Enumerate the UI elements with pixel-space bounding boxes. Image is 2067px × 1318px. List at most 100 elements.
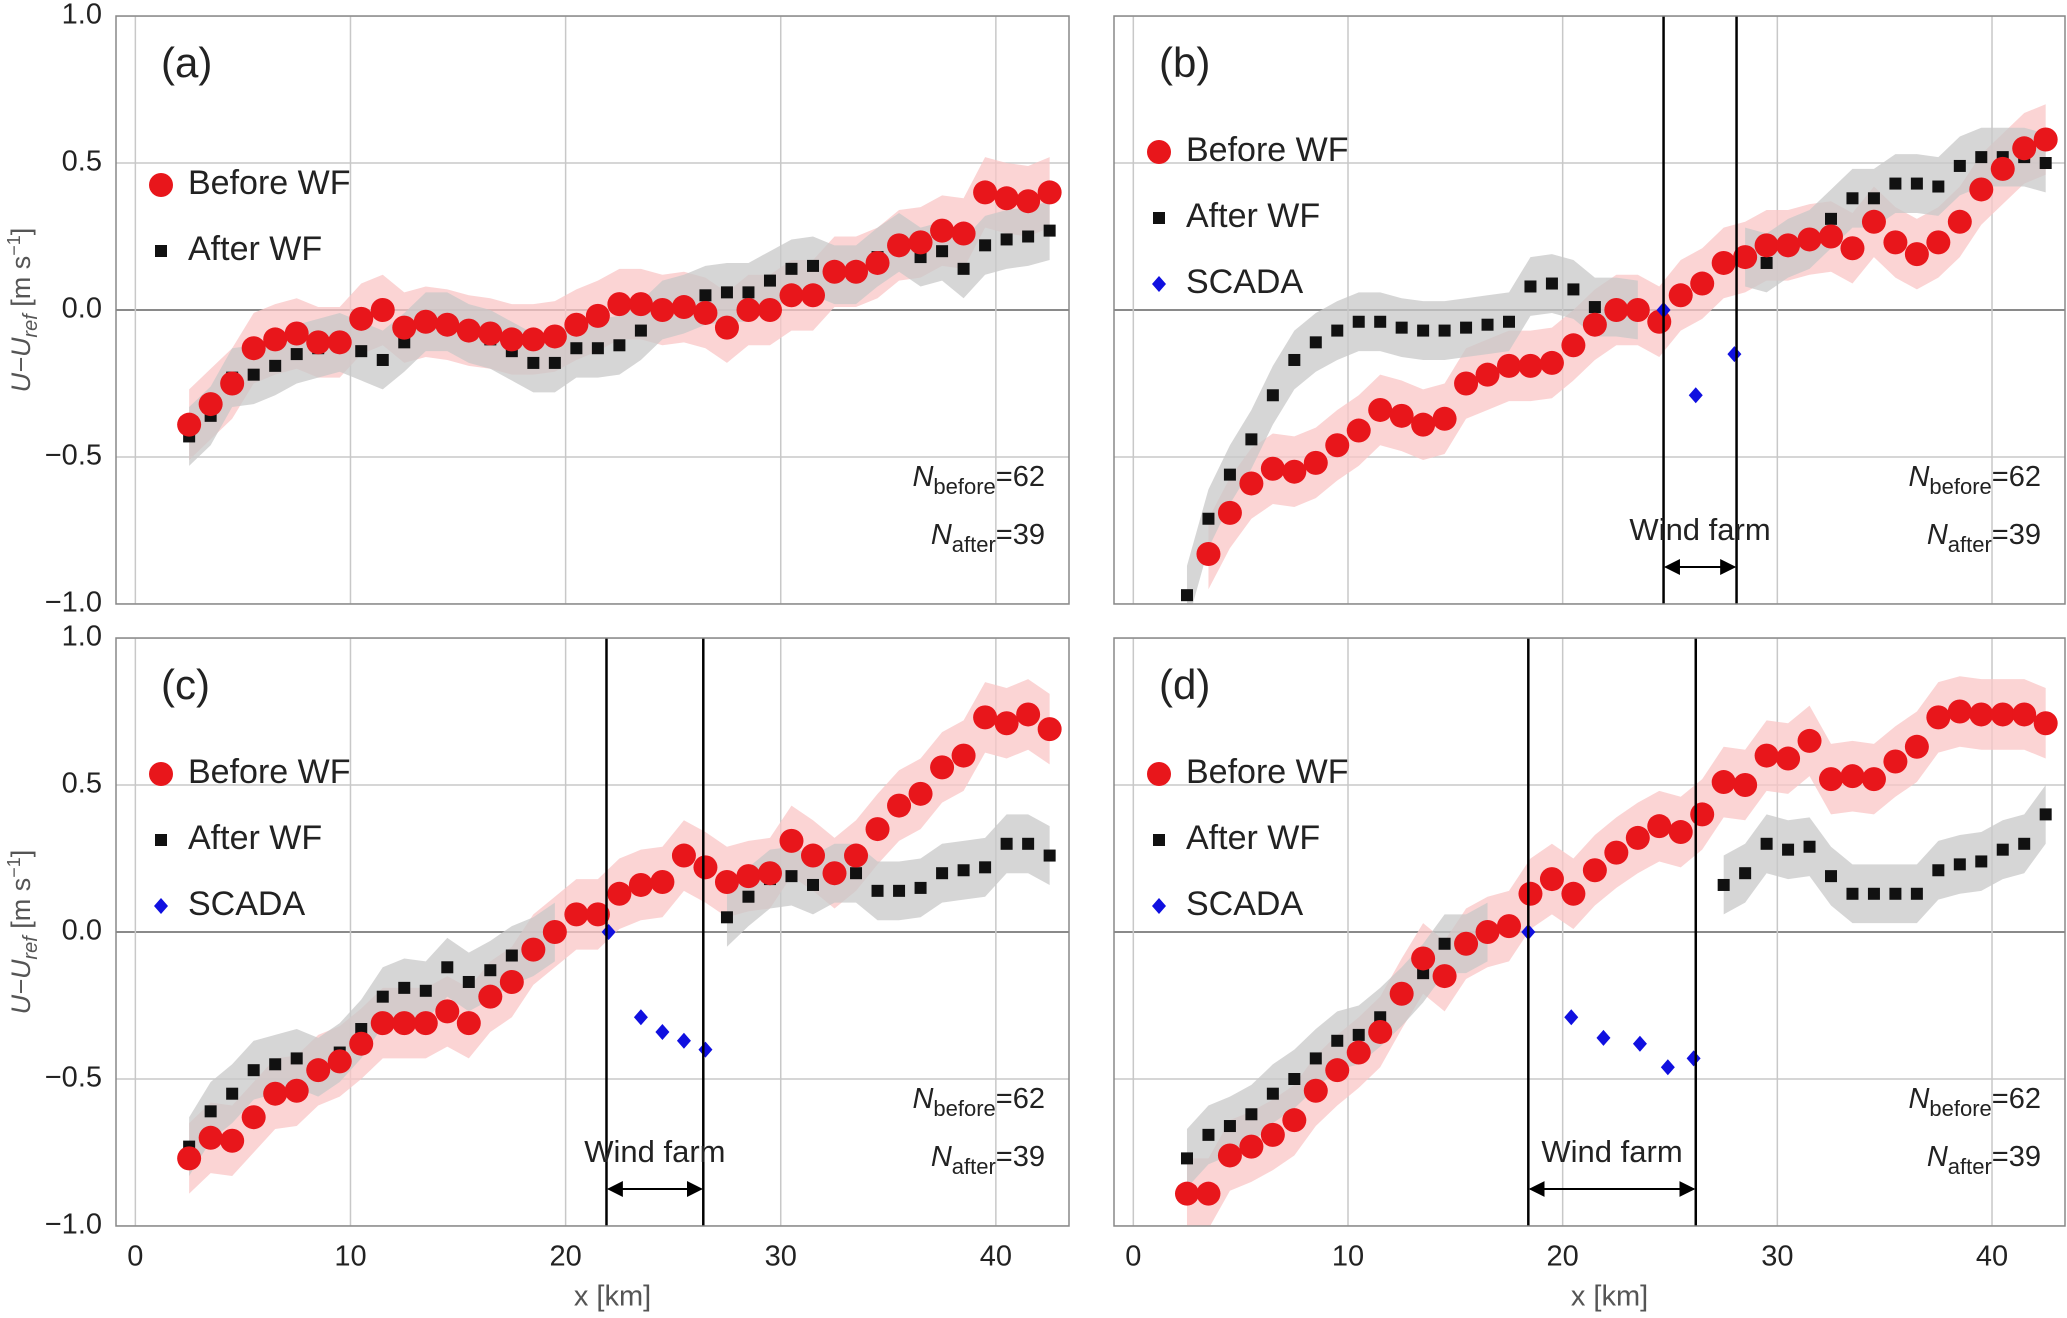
marker-square [376, 990, 389, 1003]
marker-square [155, 245, 167, 257]
y-tick-label: −1.0 [45, 587, 102, 619]
legend-label: Before WF [188, 753, 350, 791]
marker-square [1245, 433, 1258, 446]
marker-circle [1239, 471, 1264, 496]
marker-circle [1303, 1078, 1328, 1103]
marker-circle [370, 298, 395, 322]
marker-square [1867, 192, 1880, 205]
legend-label: After WF [188, 819, 322, 857]
marker-circle [1797, 227, 1822, 252]
marker-circle [1561, 333, 1586, 358]
count-symbol: N [1908, 1083, 1929, 1115]
count-subscript: before [933, 474, 995, 499]
marker-circle [1368, 397, 1393, 422]
marker-square [1825, 212, 1838, 225]
marker-circle [887, 233, 912, 258]
marker-circle [908, 781, 933, 806]
sample-count: Nafter=39 [931, 1141, 1045, 1179]
x-tick-label: 40 [980, 1241, 1012, 1273]
marker-circle [1496, 353, 1521, 378]
marker-square [1889, 887, 1902, 900]
marker-square [398, 981, 411, 994]
marker-square [290, 348, 303, 361]
marker-square [1000, 233, 1013, 246]
marker-circle [1518, 353, 1543, 378]
marker-circle [349, 306, 374, 331]
marker-circle [198, 1125, 223, 1150]
marker-square [893, 884, 906, 897]
x-axis-label: x [km] [1571, 1281, 1648, 1313]
marker-square [785, 262, 798, 275]
marker-circle [1754, 233, 1779, 258]
marker-circle [220, 1128, 245, 1153]
panel: −1.0 −0.5 0.0 0.5 1.0 (a) Before WF After WF Nbe… [4, 0, 1070, 619]
marker-circle [844, 843, 869, 868]
count-symbol: N [912, 1083, 933, 1115]
marker-square [1374, 1011, 1387, 1024]
marker-circle [284, 1078, 309, 1103]
marker-circle [1711, 770, 1736, 795]
marker-diamond [633, 1009, 648, 1026]
marker-circle [263, 327, 288, 352]
legend-label: After WF [1186, 197, 1320, 235]
marker-square [763, 274, 776, 287]
marker-circle [757, 298, 782, 322]
marker-square [1825, 870, 1838, 883]
wind-farm-label: Wind farm [584, 1134, 725, 1169]
legend-label: SCADA [1186, 885, 1303, 923]
marker-circle [521, 937, 546, 962]
marker-square [1760, 837, 1773, 850]
panel-label: (c) [161, 661, 210, 708]
sample-count: Nbefore=62 [912, 1083, 1045, 1121]
marker-circle [585, 303, 610, 328]
marker-diamond [1727, 346, 1742, 363]
marker-circle [1668, 820, 1693, 845]
marker-circle [306, 330, 331, 355]
plot-area [116, 638, 1069, 1226]
marker-square [871, 884, 884, 897]
plot-frame [1113, 15, 2066, 605]
marker-circle [994, 711, 1019, 736]
marker-circle [1776, 746, 1801, 771]
marker-square [1739, 867, 1752, 880]
marker-circle [714, 315, 739, 340]
marker-square [742, 890, 755, 903]
legend-label: Before WF [188, 164, 350, 202]
marker-circle [241, 1105, 266, 1130]
y-tick-label: −0.5 [45, 1062, 102, 1094]
marker-diamond [1596, 1029, 1611, 1046]
marker-square [1331, 1034, 1344, 1047]
marker-square [1000, 837, 1013, 850]
marker-circle [801, 283, 826, 308]
marker-square [914, 881, 927, 894]
count-symbol: N [931, 519, 952, 551]
wind-farm-label: Wind farm [1629, 512, 1770, 547]
marker-circle [1969, 177, 1994, 202]
marker-square [398, 336, 411, 349]
marker-circle [435, 312, 460, 337]
marker-circle [1389, 981, 1414, 1006]
marker-circle [456, 1011, 481, 1036]
marker-circle [1303, 450, 1328, 475]
marker-circle [1690, 802, 1715, 827]
marker-circle [564, 312, 589, 337]
marker-square [1588, 301, 1601, 314]
marker-square [1022, 230, 1035, 243]
marker-square [1352, 1028, 1365, 1041]
sample-count: Nbefore=62 [1908, 1083, 2041, 1121]
marker-circle [1990, 702, 2015, 727]
marker-square [376, 353, 389, 366]
marker-circle [1819, 767, 1844, 792]
marker-circle [1496, 914, 1521, 939]
legend-label: Before WF [1186, 753, 1348, 791]
marker-circle [693, 300, 718, 325]
marker-circle [1260, 456, 1285, 481]
marker-circle [973, 705, 998, 730]
x-tick-label: 0 [1125, 1241, 1141, 1273]
marker-square [1438, 324, 1451, 337]
sample-count: Nafter=39 [1927, 519, 2041, 557]
marker-circle [865, 250, 890, 275]
marker-square [1153, 834, 1165, 846]
marker-square [1996, 843, 2009, 856]
